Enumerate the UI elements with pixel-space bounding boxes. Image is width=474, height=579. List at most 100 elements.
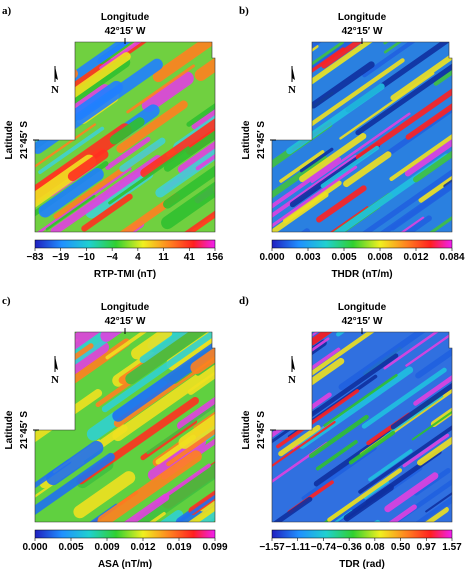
map-image <box>272 20 474 232</box>
y-axis-label: Latitude <box>4 120 15 159</box>
map-stripe <box>177 355 215 430</box>
map-stripe <box>193 400 215 430</box>
panel-label: d) <box>239 295 249 307</box>
map-stripe <box>109 117 145 145</box>
map-stripe <box>195 139 215 171</box>
map-stripe <box>272 42 293 83</box>
colorbar-tick-label: −0.36 <box>336 542 362 553</box>
map-stripe <box>126 64 195 114</box>
colorbar-tick-label: −83 <box>27 252 44 263</box>
map-stripe <box>390 370 452 430</box>
y-tick-label: 21°45′ S <box>19 411 30 449</box>
x-tick-label: 42°15′ W <box>105 26 146 37</box>
map-stripe <box>35 68 78 126</box>
map-stripe <box>299 133 367 183</box>
map-stripe <box>35 123 97 169</box>
map-stripe <box>276 206 369 232</box>
map-stripe <box>458 20 474 47</box>
x-axis-label: Longitude <box>101 12 150 23</box>
map-outline <box>34 41 216 233</box>
colorbar-tick-label: −0.74 <box>311 542 337 553</box>
map-stripe <box>300 353 399 424</box>
map-stripe <box>384 395 444 438</box>
map-stripe <box>411 389 452 441</box>
map-stripe <box>303 42 395 88</box>
map-outline <box>271 41 453 233</box>
y-axis-label: Latitude <box>241 120 252 159</box>
map-stripe <box>365 504 417 522</box>
map-stripe <box>73 471 136 519</box>
colorbar-tick-label: 0.000 <box>259 252 284 263</box>
colorbar-tick-label: 1.57 <box>442 542 462 553</box>
y-tick-label: 21°45′ S <box>256 411 267 449</box>
colorbar-tick-label: 0.003 <box>295 252 320 263</box>
map-stripe <box>405 53 452 140</box>
map-outline <box>271 331 453 523</box>
map-stripe <box>35 452 115 522</box>
y-tick-label: 21°45′ S <box>256 121 267 159</box>
map-stripe <box>418 152 452 203</box>
map-stripe <box>381 216 425 232</box>
map-stripe <box>177 86 215 174</box>
map-stripe <box>315 440 358 471</box>
x-tick-label: 42°15′ W <box>105 316 146 327</box>
map-stripe <box>135 436 215 522</box>
map-stripe <box>299 147 334 173</box>
map-stripe <box>187 367 215 395</box>
panel: d) Longitude 42°15′ W Latitude 21°45′ S N −1.5… <box>239 295 462 570</box>
map-stripe <box>323 373 398 427</box>
x-axis-label: Longitude <box>338 12 387 23</box>
map-stripe <box>272 75 290 124</box>
map-stripe <box>402 433 450 468</box>
map-stripe <box>327 468 403 522</box>
map-stripe <box>278 425 321 457</box>
colorbar-label: RTP-TMI (nT) <box>94 269 156 280</box>
map-stripe <box>81 193 133 232</box>
map-stripe <box>38 126 105 175</box>
colorbar-tick-label: 0.012 <box>130 542 155 553</box>
map-stripe <box>129 207 215 232</box>
map-stripe <box>63 338 131 388</box>
map-stripe <box>166 405 215 467</box>
colorbar-tick-label: 0.019 <box>166 542 191 553</box>
map-stripe <box>152 42 215 83</box>
map-stripe <box>390 51 452 101</box>
map-stripe <box>309 332 350 346</box>
map-stripe <box>141 71 194 113</box>
map-stripe <box>362 42 421 78</box>
map-stripe <box>99 42 179 70</box>
map-stripe <box>355 74 452 161</box>
colorbar-tick-label: 0.012 <box>403 252 428 263</box>
map-stripe <box>191 73 215 130</box>
map-stripe <box>452 72 474 104</box>
colorbar-label: ASA (nT/m) <box>98 559 152 570</box>
x-tick-label: 42°15′ W <box>342 26 383 37</box>
map-stripe <box>377 157 452 232</box>
colorbar-tick-label: 0.08 <box>365 542 385 553</box>
map-stripe <box>272 332 326 413</box>
map-stripe <box>272 165 358 232</box>
map-stripe <box>383 332 452 370</box>
map-stripe <box>272 192 329 232</box>
map-stripe <box>355 46 452 136</box>
north-arrow <box>292 356 295 370</box>
map-stripe <box>310 61 375 109</box>
map-stripe <box>368 449 413 482</box>
map-stripe <box>186 84 215 127</box>
map-stripe <box>131 332 173 360</box>
colorbar-label: TDR (rad) <box>339 559 385 570</box>
map-stripe <box>272 56 311 117</box>
map-stripe <box>50 155 162 232</box>
map-stripe <box>379 215 432 232</box>
north-arrow <box>55 356 58 370</box>
map-stripe <box>343 484 394 522</box>
map-stripe <box>384 472 439 513</box>
y-axis-label: Latitude <box>4 410 15 449</box>
map-stripe <box>139 332 215 364</box>
map-stripe <box>143 498 215 522</box>
map-stripe <box>101 332 215 413</box>
map-stripe <box>406 506 449 522</box>
map-stripe <box>213 156 215 194</box>
